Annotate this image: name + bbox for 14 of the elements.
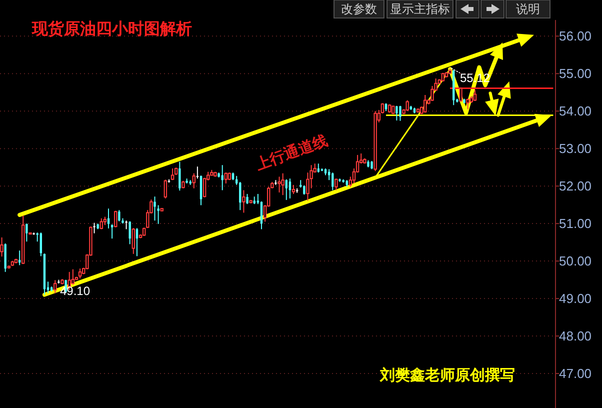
- annotation: 上行通道线: [252, 131, 330, 174]
- chart-title: 现货原油四小时图解析: [31, 19, 192, 38]
- y-tick-label: 56.00: [559, 28, 592, 44]
- y-tick-label: 47.00: [559, 366, 592, 382]
- annotation: 49.10: [60, 284, 90, 298]
- y-tick-label: 48.00: [559, 328, 592, 344]
- y-tick-label: 50.00: [559, 254, 592, 269]
- y-tick-label: 53.00: [559, 141, 592, 156]
- y-tick-label: 52.00: [559, 178, 592, 194]
- annotation: 刘樊鑫老师原创撰写: [379, 366, 515, 384]
- y-tick-label: 54.00: [559, 104, 592, 119]
- y-tick-label: 55.00: [559, 66, 592, 82]
- y-tick-label: 51.00: [559, 216, 592, 232]
- y-tick-label: 49.00: [559, 291, 592, 306]
